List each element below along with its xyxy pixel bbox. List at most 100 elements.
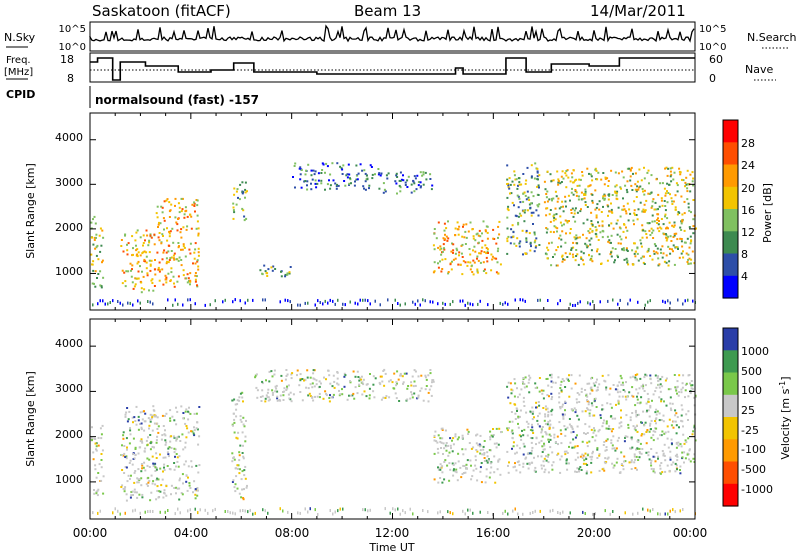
echo-cell — [590, 458, 593, 461]
echo-cell — [682, 433, 685, 436]
echo-cell — [687, 183, 689, 186]
echo-cell — [349, 380, 351, 383]
echo-cell — [194, 488, 197, 491]
echo-cell — [384, 397, 387, 399]
echo-cell — [196, 494, 199, 497]
echo-cell — [564, 401, 567, 404]
echo-cell — [242, 400, 244, 403]
echo-cell — [528, 462, 531, 465]
echo-cell — [688, 246, 691, 249]
echo-cell — [443, 461, 446, 463]
echo-cell — [122, 454, 125, 457]
echo-cell — [168, 210, 171, 213]
echo-cell — [443, 247, 445, 250]
echo-cell — [176, 410, 179, 413]
echo-cell — [439, 248, 442, 251]
echo-cell — [150, 236, 153, 239]
echo-cell — [643, 255, 645, 258]
echo-cell — [664, 209, 667, 212]
echo-cell — [232, 479, 235, 482]
echo-cell — [466, 428, 469, 431]
echo-cell — [190, 460, 193, 463]
echo-cell — [643, 193, 646, 196]
echo-cell — [432, 244, 435, 247]
echo-cell — [643, 189, 646, 192]
echo-cell — [502, 511, 504, 515]
echo-cell — [353, 397, 356, 400]
echo-cell — [319, 301, 321, 304]
echo-cell — [629, 298, 631, 302]
echo-cell — [474, 464, 477, 467]
echo-cell — [165, 257, 168, 260]
echo-cell — [317, 299, 319, 303]
echo-cell — [149, 300, 151, 304]
echo-cell — [590, 428, 593, 431]
echo-cell — [633, 455, 636, 458]
echo-cell — [601, 236, 604, 239]
xtick-1600: 16:00 — [476, 526, 511, 540]
echo-cell — [640, 434, 643, 437]
echo-cell — [173, 419, 176, 422]
echo-cell — [129, 477, 131, 480]
echo-cell — [362, 378, 365, 381]
echo-cell — [518, 463, 521, 466]
echo-cell — [378, 381, 381, 384]
echo-cell — [596, 203, 599, 206]
echo-cell — [171, 415, 174, 418]
echo-cell — [533, 250, 536, 253]
echo-cell — [155, 457, 158, 459]
echo-cell — [404, 511, 406, 515]
echo-cell — [590, 220, 593, 222]
echo-cell — [476, 479, 479, 482]
echo-cell — [547, 299, 549, 302]
colorbar-segment — [723, 417, 738, 440]
echo-cell — [514, 418, 517, 420]
echo-cell — [558, 396, 561, 399]
echo-cell — [537, 194, 540, 196]
echo-cell — [193, 251, 196, 254]
echo-cell — [152, 405, 155, 408]
echo-cell — [299, 373, 302, 376]
echo-cell — [195, 199, 198, 201]
echo-cell — [636, 402, 639, 404]
echo-cell — [594, 439, 597, 442]
echo-cell — [551, 451, 554, 454]
echo-cell — [499, 473, 502, 476]
echo-cell — [437, 468, 440, 471]
echo-cell — [141, 493, 144, 496]
echo-cell — [197, 247, 200, 250]
echo-cell — [556, 454, 559, 456]
echo-cell — [297, 303, 299, 307]
echo-cell — [335, 187, 338, 190]
echo-cell — [197, 227, 200, 230]
echo-cell — [414, 370, 417, 373]
echo-cell — [671, 203, 674, 205]
echo-cell — [137, 428, 140, 431]
echo-cell — [606, 438, 609, 441]
echo-cell — [534, 239, 537, 242]
echo-cell — [144, 239, 146, 242]
echo-cell — [688, 374, 691, 376]
echo-cell — [452, 469, 455, 472]
echo-cell — [145, 229, 148, 232]
echo-cell — [576, 445, 579, 448]
echo-cell — [437, 451, 440, 454]
echo-cell — [511, 437, 514, 440]
echo-cell — [472, 446, 475, 449]
echo-cell — [148, 479, 151, 482]
echo-cell — [603, 441, 606, 443]
echo-cell — [685, 382, 688, 385]
echo-cell — [615, 192, 618, 195]
echo-cell — [446, 464, 449, 467]
echo-cell — [285, 369, 288, 371]
echo-cell — [632, 172, 634, 175]
echo-cell — [523, 220, 526, 223]
echo-cell — [412, 300, 414, 304]
echo-cell — [564, 195, 567, 198]
echo-cell — [590, 386, 593, 389]
echo-cell — [533, 177, 536, 180]
echo-cell — [632, 375, 635, 378]
echo-cell — [640, 242, 643, 245]
echo-cell — [678, 391, 681, 393]
echo-cell — [590, 402, 593, 405]
